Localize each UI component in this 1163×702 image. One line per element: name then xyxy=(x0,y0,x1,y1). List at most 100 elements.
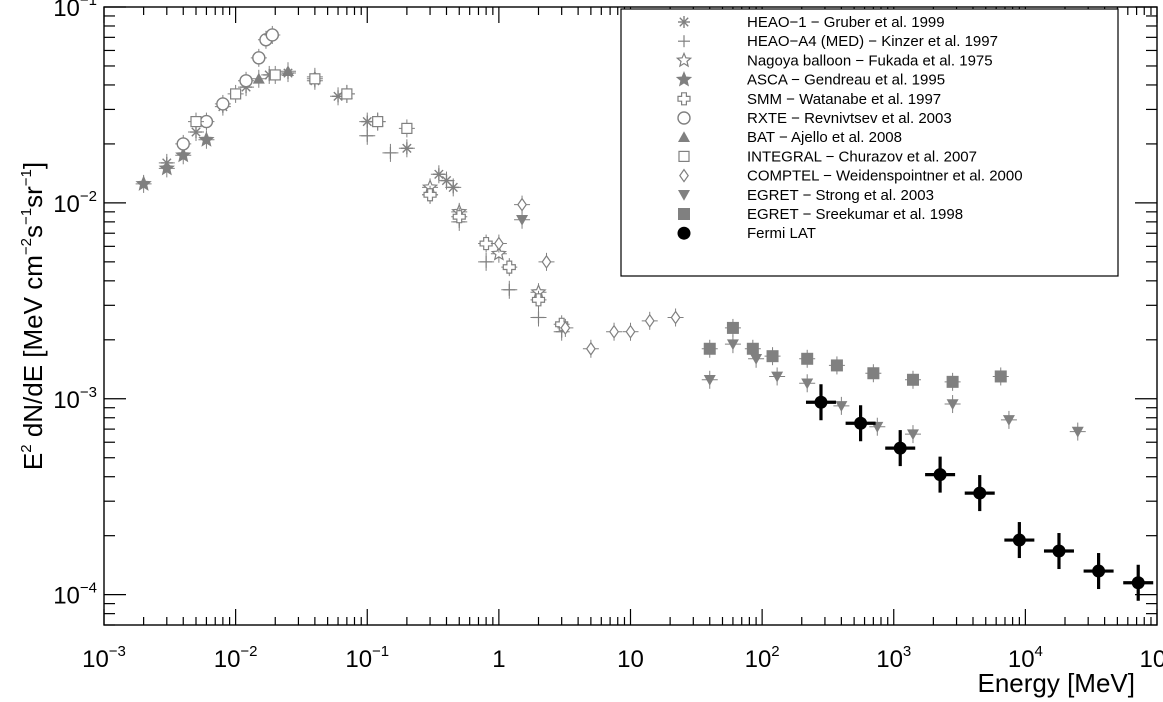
data-point xyxy=(135,175,152,191)
data-point-stroke xyxy=(191,127,201,137)
x-tick-base: 10 xyxy=(1008,646,1035,673)
data-point xyxy=(479,236,493,251)
series-3 xyxy=(135,130,215,193)
data-point xyxy=(400,142,413,155)
data-point xyxy=(401,122,413,135)
data-point xyxy=(835,401,848,412)
data-point xyxy=(830,359,843,372)
legend-label: EGRET − Sreekumar et al. 1998 xyxy=(747,206,963,223)
x-tick-base: 10 xyxy=(345,646,372,673)
y-tick-base: 10 xyxy=(53,191,80,218)
data-point xyxy=(158,159,175,176)
x-tick-label: 103 xyxy=(876,643,911,673)
data-point xyxy=(1092,564,1106,578)
data-point xyxy=(703,374,716,386)
data-point-stroke xyxy=(434,169,444,179)
data-point xyxy=(893,441,907,455)
data-point xyxy=(372,115,384,128)
series-5 xyxy=(175,25,281,153)
data-point xyxy=(230,88,242,100)
legend-label: HEAO−A4 (MED) − Kinzer et al. 1997 xyxy=(747,33,998,50)
data-point xyxy=(531,293,546,307)
data-point xyxy=(746,342,759,355)
data-point xyxy=(625,324,636,339)
data-point xyxy=(541,254,552,269)
x-tick-label: 10−2 xyxy=(214,643,258,673)
legend-marker xyxy=(675,51,693,68)
data-point xyxy=(1052,544,1066,558)
legend: HEAO−1 − Gruber et al. 1999 HEAO−A4 (MED)… xyxy=(620,8,1119,277)
x-tick-exp: 3 xyxy=(903,643,911,660)
series-4 xyxy=(422,185,570,334)
data-point xyxy=(560,320,571,335)
data-point xyxy=(490,245,508,261)
data-point xyxy=(503,283,516,296)
data-point xyxy=(341,88,353,100)
x-tick-base: 10 xyxy=(876,646,903,673)
y-tick-exp: −3 xyxy=(80,384,97,401)
legend-label: SMM − Watanabe et al. 1997 xyxy=(747,91,941,108)
legend-marker xyxy=(677,226,691,240)
legend-marker xyxy=(677,111,691,125)
data-point-stroke xyxy=(402,143,412,153)
legend-marker xyxy=(678,131,690,142)
legend-label: Nagoya balloon − Fukada et al. 1975 xyxy=(747,52,993,69)
x-tick-label: 1 xyxy=(492,646,505,673)
data-point xyxy=(867,367,880,380)
y-label-end: ] xyxy=(18,162,48,169)
data-point-stroke xyxy=(362,116,372,127)
y-tick-label: 10−4 xyxy=(53,580,97,610)
legend-marker xyxy=(678,35,690,48)
y-tick-exp: −2 xyxy=(80,188,97,205)
legend-label: HEAO−1 − Gruber et al. 1999 xyxy=(747,14,945,31)
data-point xyxy=(1012,533,1026,547)
y-tick-exp: −4 xyxy=(80,580,97,597)
x-tick-base: 10 xyxy=(214,646,241,673)
data-point xyxy=(269,69,281,81)
data-point xyxy=(282,65,295,77)
legend-marker-stroke xyxy=(679,17,689,27)
y-tick-base: 10 xyxy=(53,583,80,610)
legend-box xyxy=(620,8,1119,277)
legend-marker xyxy=(677,92,691,106)
data-point xyxy=(766,350,779,363)
x-tick-exp: −3 xyxy=(109,643,126,660)
data-point xyxy=(252,51,266,65)
x-tick-base: 10 xyxy=(745,646,772,673)
x-tick-exp: −2 xyxy=(240,643,257,660)
x-tick-exp: −1 xyxy=(372,643,389,660)
data-point xyxy=(906,429,919,441)
data-point xyxy=(239,74,253,88)
legend-marker xyxy=(678,190,690,201)
y-tick-label: 10−1 xyxy=(53,0,97,22)
data-point xyxy=(994,370,1007,383)
y-tick-base: 10 xyxy=(53,387,80,414)
x-tick-label: 10−3 xyxy=(82,643,126,673)
data-point xyxy=(906,373,919,386)
x-tick-label: 104 xyxy=(1008,643,1043,673)
x-tick-label: 102 xyxy=(745,643,780,673)
data-point xyxy=(452,210,466,224)
series-10 xyxy=(701,318,1009,391)
data-point xyxy=(644,313,655,328)
y-label-sr: sr xyxy=(18,186,48,208)
x-tick-label: 10 xyxy=(617,646,644,673)
data-point xyxy=(516,214,529,226)
y-tick-base: 10 xyxy=(53,0,80,22)
x-tick-base: 10 xyxy=(617,646,644,673)
y-tick-label: 10−3 xyxy=(53,384,97,414)
data-point-stroke xyxy=(448,182,458,193)
data-point xyxy=(532,311,545,324)
y-label-s: s xyxy=(18,225,48,238)
y-label-sup-m1b: −1 xyxy=(18,169,35,186)
y-label-sup2: 2 xyxy=(18,444,35,452)
y-label-base: E xyxy=(18,453,48,470)
data-point xyxy=(517,197,527,212)
data-point xyxy=(801,378,814,390)
data-point xyxy=(265,28,280,42)
data-point xyxy=(801,352,814,365)
data-point xyxy=(216,97,230,111)
series-11 xyxy=(805,384,1154,601)
data-point xyxy=(946,375,959,388)
